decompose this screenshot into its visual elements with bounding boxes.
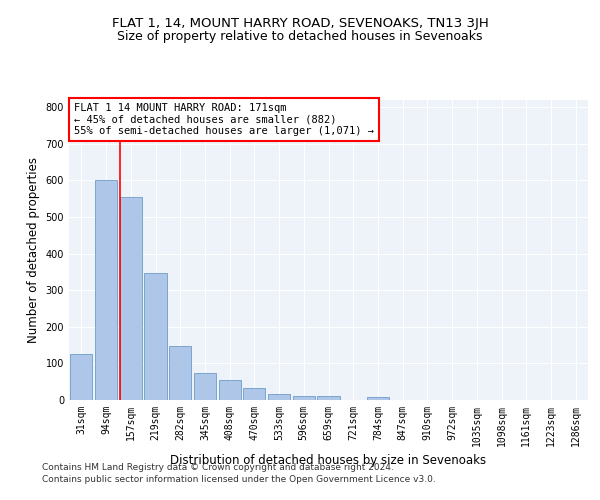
Text: Contains public sector information licensed under the Open Government Licence v3: Contains public sector information licen…: [42, 475, 436, 484]
Text: Size of property relative to detached houses in Sevenoaks: Size of property relative to detached ho…: [117, 30, 483, 43]
Y-axis label: Number of detached properties: Number of detached properties: [27, 157, 40, 343]
Bar: [119, 196, 142, 400]
Text: FLAT 1, 14, MOUNT HARRY ROAD, SEVENOAKS, TN13 3JH: FLAT 1, 14, MOUNT HARRY ROAD, SEVENOAKS,…: [112, 18, 488, 30]
X-axis label: Distribution of detached houses by size in Sevenoaks: Distribution of detached houses by size …: [170, 454, 487, 468]
Bar: [194, 374, 216, 400]
Bar: [317, 396, 340, 400]
Text: FLAT 1 14 MOUNT HARRY ROAD: 171sqm
← 45% of detached houses are smaller (882)
55: FLAT 1 14 MOUNT HARRY ROAD: 171sqm ← 45%…: [74, 103, 374, 136]
Bar: [268, 394, 290, 400]
Bar: [95, 180, 117, 400]
Bar: [367, 397, 389, 400]
Bar: [169, 346, 191, 400]
Bar: [218, 380, 241, 400]
Bar: [145, 273, 167, 400]
Text: Contains HM Land Registry data © Crown copyright and database right 2024.: Contains HM Land Registry data © Crown c…: [42, 462, 394, 471]
Bar: [243, 388, 265, 400]
Bar: [293, 396, 315, 400]
Bar: [70, 354, 92, 400]
